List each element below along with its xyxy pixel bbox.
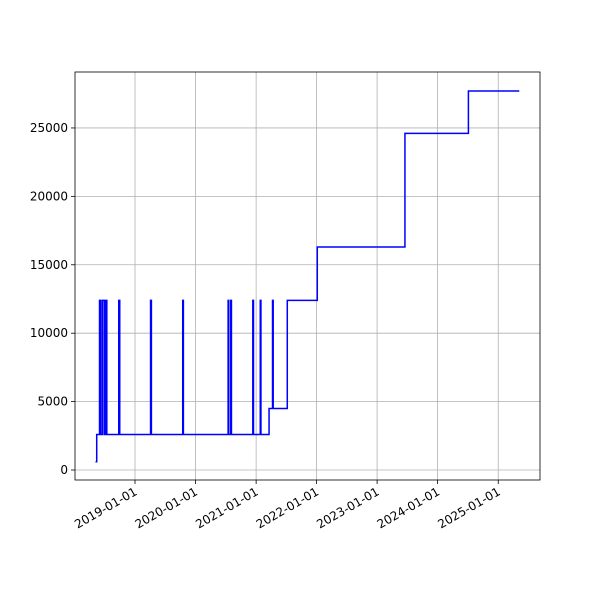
y-tick-label: 15000 <box>30 258 68 272</box>
y-tick-label: 0 <box>60 463 68 477</box>
x-tick-label: 2019-01-01 <box>72 484 139 531</box>
y-tick-label: 20000 <box>30 189 68 203</box>
x-tick-label: 2024-01-01 <box>375 484 442 531</box>
x-tick-label: 2022-01-01 <box>254 484 321 531</box>
x-tick-label: 2025-01-01 <box>435 484 502 531</box>
x-tick-label: 2023-01-01 <box>314 484 381 531</box>
plot-frame <box>74 71 541 481</box>
y-tick-label: 25000 <box>30 121 68 135</box>
line <box>95 90 520 463</box>
y-tick-label: 10000 <box>30 326 68 340</box>
x-tick-label: 2021-01-01 <box>193 484 260 531</box>
x-tick-label: 2020-01-01 <box>133 484 200 531</box>
y-tick-label: 5000 <box>37 395 68 409</box>
